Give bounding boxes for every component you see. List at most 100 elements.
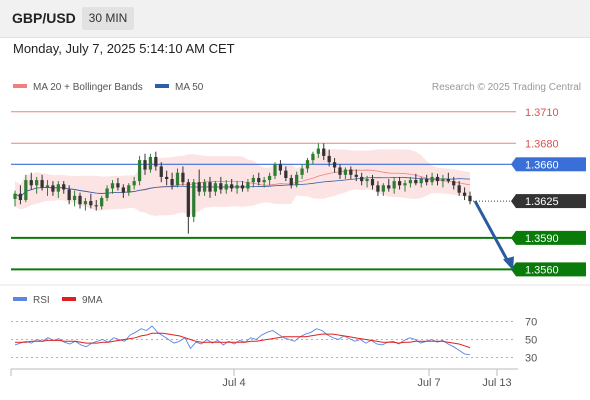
candle-body [127,185,131,193]
candle [56,181,60,198]
candle [127,183,131,196]
candle-body [35,180,39,186]
candle-body [116,183,120,188]
candle-body [208,182,212,192]
candle-body [56,184,60,192]
candle [354,169,358,182]
candle [202,179,207,196]
candle-body [83,201,88,205]
candle [441,174,445,188]
candle [360,172,364,186]
candle [343,167,348,180]
resistance-label-13680: 1.3680 [525,138,559,150]
candle-body [251,177,255,183]
candle-body [376,185,380,192]
candle [305,158,310,173]
candle [338,164,342,180]
pivot-tag-pointer [511,157,516,172]
candle [311,151,315,165]
candle [370,174,375,190]
timeframe-button[interactable]: 30 MIN [82,7,134,30]
candle [154,151,158,171]
candle [219,176,223,194]
candle [365,175,369,188]
candle [457,181,461,196]
candle [267,172,272,186]
candle [316,143,320,158]
candle [100,195,104,210]
candle [278,160,283,175]
candle-body [273,164,277,176]
candle-body [267,175,272,181]
candle [78,192,82,209]
candle-body [430,176,434,183]
candle-body [67,189,71,201]
candle-body [45,185,50,188]
candle [246,179,250,192]
rsi-legend-label: RSI [33,295,50,306]
candle [143,153,147,175]
candle-body [132,181,136,186]
candle-body [240,185,245,189]
candle-body [322,148,326,156]
candle [51,181,55,196]
candle [94,200,98,211]
candle [213,181,218,196]
candle-body [349,169,353,175]
candle [45,180,50,196]
ma20-legend-label: MA 20 + Bollinger Bands [33,82,143,93]
candle [327,149,331,167]
candle-body [332,162,337,168]
candle [165,170,169,186]
candle-body [159,166,163,177]
candle [110,180,115,194]
candle [62,181,66,194]
candle-body [284,170,288,178]
candle-body [143,160,147,170]
candle [197,169,201,196]
last-tag-pointer [511,194,516,209]
candle-body [213,183,218,192]
rsi-tick-label-30: 30 [525,353,537,365]
candle [414,173,418,186]
candle-body [462,192,467,196]
candle-body [246,182,250,189]
support-tag-13560 [516,262,586,277]
candle-body [148,156,153,170]
candle [67,185,71,205]
candle [170,172,174,190]
candle-body [121,187,125,193]
candle-body [40,180,44,188]
support-tag-pointer [511,230,516,245]
candle-body [316,148,320,154]
candle [40,174,44,191]
ma9-legend-swatch [62,297,76,301]
candle-body [94,205,98,207]
rsi-tick-label-70: 70 [525,317,537,329]
candle-body [300,168,304,175]
candle [430,172,434,186]
candle [186,179,190,234]
candle [230,179,234,192]
candle-body [29,180,33,186]
candle-body [235,185,239,189]
candle-body [192,182,196,217]
support-tag-pointer [511,262,516,277]
candle-body [343,169,348,175]
candle-body [51,185,55,192]
candle [452,176,456,190]
candle [192,179,196,223]
candle-body [105,188,109,198]
candle [24,174,28,203]
candle-body [78,195,82,205]
candle-body [311,153,315,161]
candle [468,191,472,205]
candle [284,166,288,182]
pivot-tag-13660 [516,157,586,172]
candle [105,185,109,202]
candle [148,153,153,173]
candle [132,176,136,190]
resistance-label-13710: 1.3710 [525,107,559,119]
ma9-legend-label: 9MA [82,295,103,306]
